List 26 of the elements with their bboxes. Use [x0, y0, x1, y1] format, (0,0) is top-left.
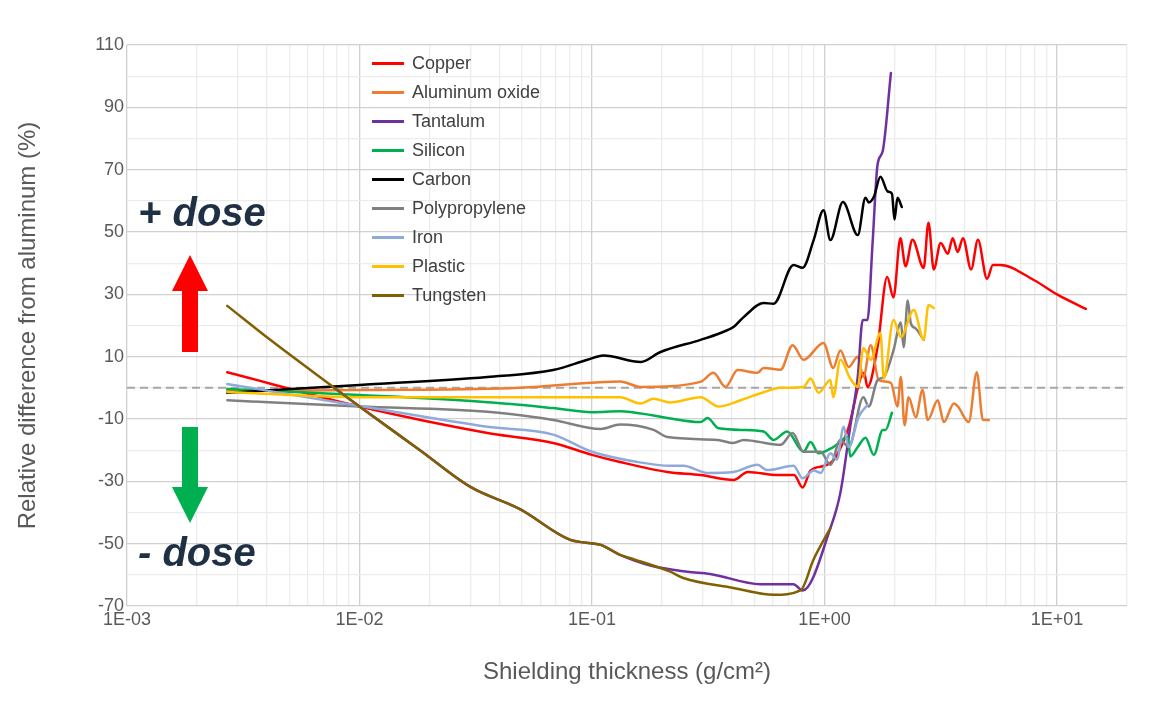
legend-label: Carbon	[412, 168, 472, 191]
legend-label: Copper	[412, 52, 472, 75]
legend-label: Polypropylene	[412, 197, 527, 220]
legend-label: Tungsten	[412, 284, 487, 307]
x-tick-label: 1E+00	[798, 608, 851, 629]
y-tick-label: 90	[103, 96, 124, 117]
y-axis-title: Relative difference from aluminum (%)	[13, 121, 41, 530]
y-tick-label: -30	[97, 470, 124, 491]
y-tick-label: 50	[103, 220, 124, 241]
y-tick-label: 10	[103, 345, 124, 366]
x-tick-label: 1E-01	[567, 608, 617, 629]
legend-label: Plastic	[412, 255, 466, 278]
y-tick-label: -50	[97, 532, 124, 553]
y-tick-label: -10	[97, 407, 124, 428]
x-axis-title: Shielding thickness (g/cm²)	[482, 657, 772, 685]
legend-label: Aluminum oxide	[412, 81, 541, 104]
legend-label: Iron	[412, 226, 444, 249]
legend-label: Silicon	[412, 139, 466, 162]
annotation: - dose	[138, 530, 256, 575]
x-tick-label: 1E+01	[1030, 608, 1084, 629]
y-tick-label: 110	[95, 33, 124, 54]
annotation: + dose	[138, 190, 266, 235]
x-tick-label: 1E-02	[335, 608, 384, 629]
y-tick-label: 70	[103, 158, 124, 179]
y-tick-label: 30	[103, 283, 124, 304]
legend-label: Tantalum	[412, 110, 486, 133]
